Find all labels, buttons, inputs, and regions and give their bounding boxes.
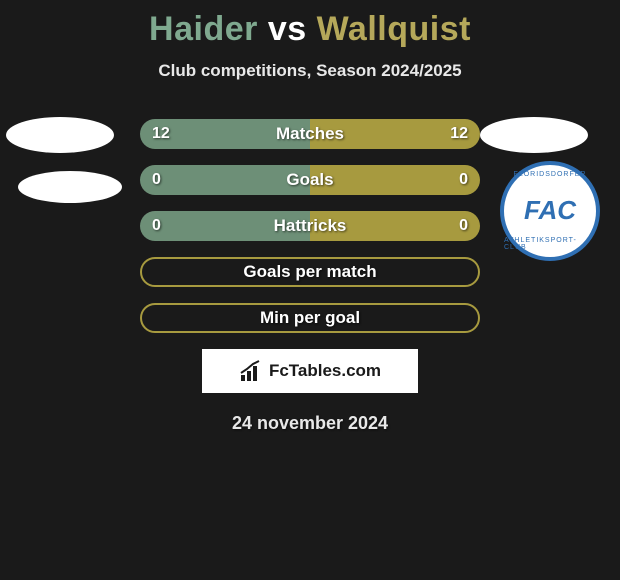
bar-matches-right-val: 12	[450, 125, 468, 143]
player1-avatar-placeholder	[6, 117, 114, 153]
bar-hattricks-label: Hattricks	[274, 216, 347, 236]
bar-goals-label: Goals	[286, 170, 333, 190]
badge-ring-bottom: ATHLETIKSPORT-CLUB	[504, 237, 596, 251]
bar-goals-right	[310, 165, 480, 195]
bar-hattricks: 0 Hattricks 0	[140, 211, 480, 241]
player2-club-badge: FLORIDSDORFER FAC ATHLETIKSPORT-CLUB	[500, 161, 600, 261]
date-text: 24 november 2024	[0, 413, 620, 434]
bar-goals-left-val: 0	[152, 171, 161, 189]
player2-avatar-placeholder	[480, 117, 588, 153]
bar-mpg-label: Min per goal	[260, 308, 360, 328]
player2-name: Wallquist	[317, 10, 471, 48]
fctables-logo-icon	[239, 359, 263, 383]
bar-goals-left	[140, 165, 310, 195]
bar-matches-left-val: 12	[152, 125, 170, 143]
subtitle: Club competitions, Season 2024/2025	[0, 61, 620, 81]
badge-text: FAC	[524, 199, 576, 222]
brand-box: FcTables.com	[202, 349, 418, 393]
bar-mpg: Min per goal	[140, 303, 480, 333]
bar-goals-right-val: 0	[459, 171, 468, 189]
player1-name: Haider	[149, 10, 258, 48]
vs-text: vs	[268, 10, 307, 48]
player1-club-placeholder	[18, 171, 122, 203]
comparison-title: Haider vs Wallquist	[0, 0, 620, 49]
bar-gpm: Goals per match	[140, 257, 480, 287]
bar-hattricks-left-val: 0	[152, 217, 161, 235]
chart-area: FLORIDSDORFER FAC ATHLETIKSPORT-CLUB 12 …	[0, 119, 620, 434]
bar-matches-label: Matches	[276, 124, 344, 144]
bar-hattricks-right-val: 0	[459, 217, 468, 235]
badge-ring-top: FLORIDSDORFER	[514, 171, 587, 178]
bar-goals: 0 Goals 0	[140, 165, 480, 195]
brand-text: FcTables.com	[269, 361, 381, 381]
bar-gpm-label: Goals per match	[243, 262, 376, 282]
bar-matches: 12 Matches 12	[140, 119, 480, 149]
stat-bars: 12 Matches 12 0 Goals 0 0 Hattricks 0 Go…	[140, 119, 480, 333]
